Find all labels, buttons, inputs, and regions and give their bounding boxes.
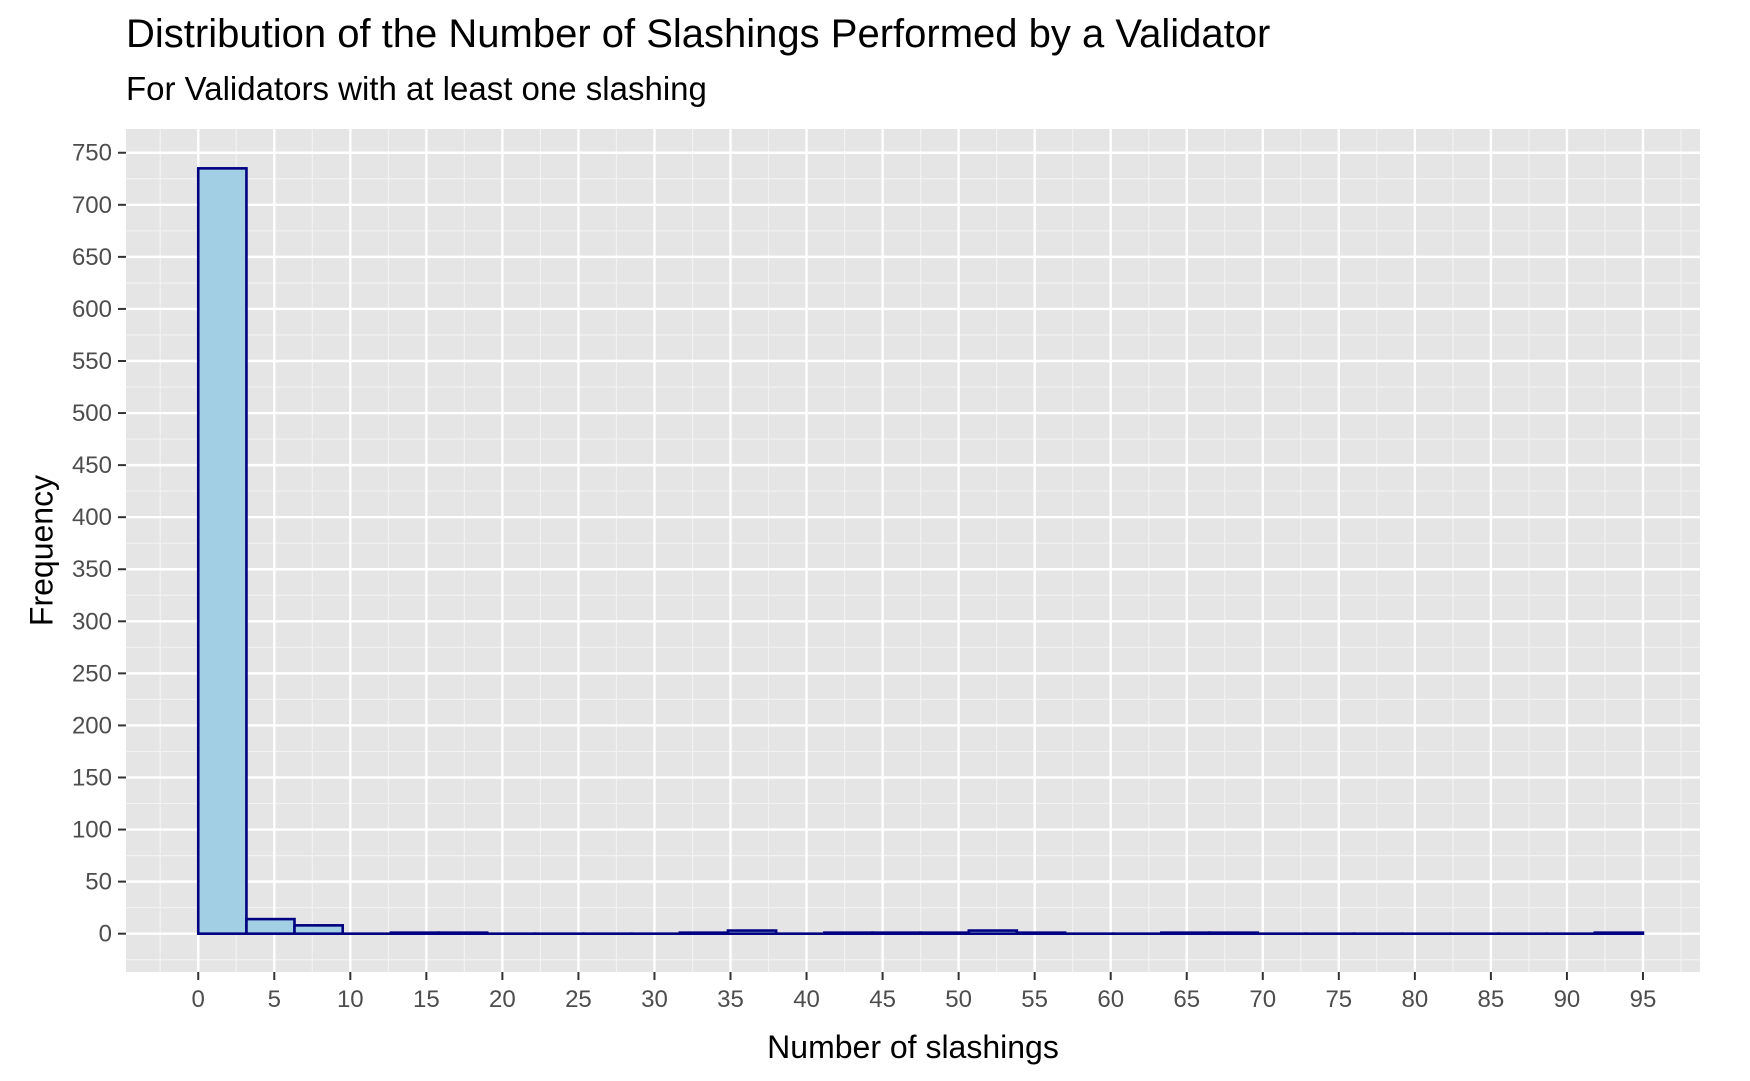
y-tick-label: 650 <box>72 244 112 271</box>
y-tick-label: 200 <box>72 712 112 739</box>
grid-layer <box>126 129 1700 972</box>
y-tick-label: 150 <box>72 764 112 791</box>
histogram-bar <box>1015 931 1067 935</box>
histogram-bar <box>245 917 296 935</box>
histogram-bar <box>1208 931 1260 935</box>
x-axis: 0 5 10 15 20 25 30 35 40 45 50 55 60 65 70 75 80 85 90 95 <box>192 972 1657 1013</box>
x-tick-label: 70 <box>1249 986 1276 1013</box>
y-axis-title: Frequency <box>23 475 59 626</box>
y-tick-label: 350 <box>72 556 112 583</box>
y-tick-label: 300 <box>72 608 112 635</box>
histogram-bar <box>196 167 248 935</box>
x-tick-label: 15 <box>413 986 440 1013</box>
histogram-bar <box>437 931 489 935</box>
x-tick-label: 30 <box>641 986 668 1013</box>
x-tick-label: 40 <box>793 986 820 1013</box>
histogram-bar <box>726 929 778 935</box>
y-tick-label: 700 <box>72 192 112 219</box>
y-axis: 0 50 100 150 200 250 300 350 400 450 500 550 600 650 7… <box>72 140 126 948</box>
histogram-bar <box>967 929 1019 935</box>
x-tick-label: 0 <box>192 986 205 1013</box>
y-tick-label: 400 <box>72 504 112 531</box>
histogram-bar <box>1593 931 1645 935</box>
x-tick-label: 65 <box>1173 986 1200 1013</box>
y-tick-label: 500 <box>72 400 112 427</box>
x-tick-label: 55 <box>1021 986 1048 1013</box>
histogram-bar <box>1160 931 1211 935</box>
x-tick-label: 90 <box>1554 986 1581 1013</box>
y-tick-label: 550 <box>72 348 112 375</box>
plot-panel <box>126 129 1700 972</box>
y-tick-label: 0 <box>99 921 112 948</box>
y-tick-label: 50 <box>85 869 112 896</box>
chart-title: Distribution of the Number of Slashings … <box>126 12 1271 56</box>
x-tick-label: 10 <box>337 986 364 1013</box>
histogram-bar <box>389 931 441 935</box>
x-tick-label: 50 <box>945 986 972 1013</box>
bars-layer <box>196 167 1645 935</box>
y-tick-label: 750 <box>72 140 112 167</box>
histogram-bar <box>919 931 971 935</box>
y-tick-label: 250 <box>72 660 112 687</box>
x-tick-label: 45 <box>869 986 896 1013</box>
chart-subtitle: For Validators with at least one slashin… <box>126 70 707 107</box>
histogram-bar <box>678 931 730 935</box>
x-tick-label: 20 <box>489 986 516 1013</box>
x-tick-label: 35 <box>717 986 744 1013</box>
histogram-bar <box>293 924 345 935</box>
x-tick-label: 85 <box>1478 986 1505 1013</box>
x-tick-label: 80 <box>1402 986 1429 1013</box>
y-tick-label: 450 <box>72 452 112 479</box>
histogram-bar <box>871 931 922 935</box>
x-tick-label: 25 <box>565 986 592 1013</box>
x-axis-title: Number of slashings <box>767 1029 1059 1065</box>
y-tick-label: 100 <box>72 817 112 844</box>
y-tick-label: 600 <box>72 296 112 323</box>
x-tick-label: 5 <box>268 986 281 1013</box>
histogram-bar <box>823 931 874 935</box>
x-tick-label: 60 <box>1097 986 1124 1013</box>
x-tick-label: 95 <box>1630 986 1657 1013</box>
x-tick-label: 75 <box>1325 986 1352 1013</box>
